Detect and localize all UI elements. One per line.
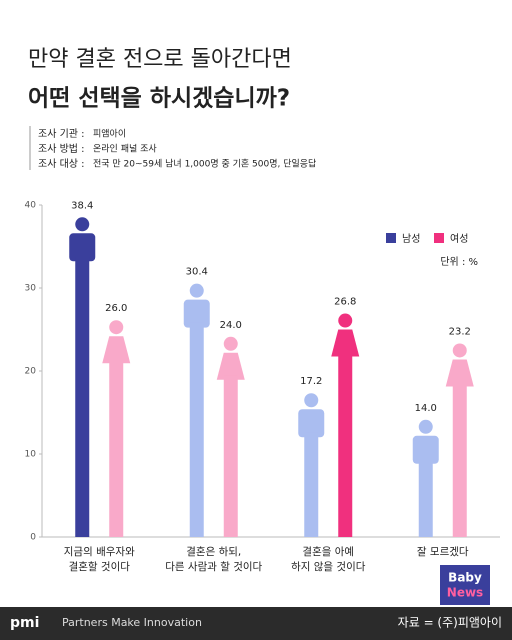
x-tick-label: 다른 사람과 할 것이다 — [165, 560, 262, 573]
legend-swatch — [386, 233, 396, 243]
bar-body — [331, 329, 360, 357]
logo: News — [447, 586, 483, 600]
bar-leg — [223, 375, 238, 537]
x-tick-label: 결혼을 아예 — [302, 545, 354, 558]
y-tick-label: 20 — [25, 367, 37, 377]
bar — [412, 419, 439, 537]
value-label: 26.8 — [334, 297, 356, 308]
value-label: 14.0 — [415, 403, 437, 414]
info-value: 피앰아이 — [93, 128, 126, 140]
bar-leg — [338, 352, 353, 537]
value-label: 17.2 — [300, 376, 322, 387]
bar-head — [109, 320, 124, 335]
logo-box — [440, 565, 490, 605]
bar-head — [223, 336, 238, 351]
bar-head — [338, 313, 353, 328]
bar-body — [102, 336, 131, 364]
bar-body — [445, 359, 474, 387]
value-label: 24.0 — [220, 320, 242, 331]
bar-leg — [418, 458, 433, 537]
bar-head — [304, 393, 319, 408]
bar — [102, 320, 131, 537]
y-tick-label: 0 — [30, 533, 36, 543]
bar-body — [183, 299, 210, 328]
bar-body — [412, 435, 439, 464]
value-label: 23.2 — [449, 326, 471, 337]
bar — [331, 313, 360, 537]
footer-bar — [0, 607, 512, 640]
unit-label: 단위 : % — [440, 255, 478, 268]
bar — [216, 336, 245, 537]
bar — [445, 343, 474, 537]
y-tick-label: 10 — [25, 450, 37, 460]
info-label: 조사 기관 : — [38, 128, 85, 140]
bar-leg — [189, 322, 204, 537]
value-label: 30.4 — [186, 267, 208, 278]
info-label: 조사 방법 : — [38, 143, 85, 155]
x-tick-label: 잘 모르겠다 — [417, 546, 469, 558]
bar-head — [452, 343, 467, 358]
bar-head — [75, 217, 90, 232]
bar-body — [298, 409, 325, 438]
bar-leg — [109, 359, 124, 537]
bar-body — [69, 233, 96, 262]
bar-leg — [304, 432, 319, 537]
x-tick-label: 하지 않을 것이다 — [291, 560, 366, 573]
value-label: 38.4 — [71, 200, 93, 211]
logo: Baby — [448, 571, 482, 585]
info-value: 전국 만 20~59세 남녀 1,000명 중 기혼 500명, 단일응답 — [93, 158, 316, 170]
bar — [69, 217, 96, 537]
bar-head — [418, 419, 433, 434]
info-label: 조사 대상 : — [38, 158, 85, 170]
x-tick-label: 결혼할 것이다 — [69, 560, 131, 573]
bar — [298, 393, 325, 537]
source: 자료 = (주)피앰아이 — [398, 616, 502, 630]
title-line1: 만약 결혼 전으로 돌아간다면 — [28, 47, 292, 72]
y-tick-label: 30 — [25, 284, 37, 294]
y-tick-label: 40 — [25, 201, 37, 211]
x-tick-label: 결혼은 하되, — [186, 545, 241, 558]
info-value: 온라인 패널 조사 — [93, 144, 157, 155]
legend-label: 여성 — [450, 233, 468, 245]
bar-body — [216, 352, 245, 380]
legend-label: 남성 — [402, 233, 420, 245]
x-tick-label: 지금의 배우자와 — [64, 546, 135, 558]
brand: pmi — [10, 615, 39, 631]
title-line2: 어떤 선택을 하시겠습니까? — [28, 86, 290, 112]
bar — [183, 283, 210, 537]
bar-leg — [75, 256, 90, 537]
slogan: Partners Make Innovation — [62, 616, 202, 629]
bar-leg — [452, 382, 467, 537]
value-label: 26.0 — [105, 303, 127, 314]
bar-head — [189, 283, 204, 298]
legend-swatch — [434, 233, 444, 243]
